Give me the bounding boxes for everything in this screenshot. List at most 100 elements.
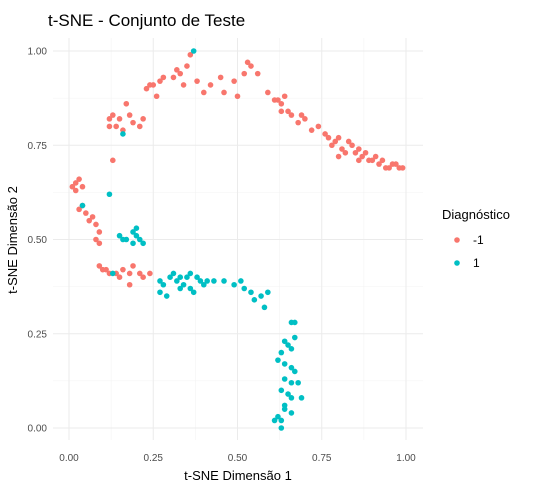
data-point-series-0 — [126, 112, 133, 118]
legend-title: Diagnóstico — [442, 207, 510, 222]
data-points — [69, 48, 406, 431]
x-axis-title: t-SNE Dimensão 1 — [184, 468, 292, 483]
data-point-series-0 — [126, 281, 133, 288]
data-point-series-0 — [120, 266, 126, 273]
data-point-series-0 — [157, 78, 163, 84]
data-point-series-0 — [342, 149, 349, 156]
data-point-series-1 — [288, 346, 295, 352]
y-tick-label: 1.00 — [28, 47, 48, 58]
data-point-series-1 — [110, 270, 116, 277]
data-point-series-1 — [258, 293, 264, 299]
data-point-series-1 — [251, 297, 258, 303]
data-point-series-0 — [234, 93, 241, 100]
data-point-series-0 — [126, 270, 133, 277]
data-point-series-1 — [184, 274, 190, 281]
data-point-series-0 — [79, 183, 86, 190]
data-point-series-0 — [241, 70, 248, 77]
data-point-series-0 — [217, 74, 224, 81]
legend-label-pos1: 1 — [473, 256, 480, 270]
data-point-series-1 — [79, 202, 86, 209]
data-point-series-1 — [261, 304, 268, 311]
data-point-series-0 — [298, 112, 305, 118]
data-point-series-1 — [288, 379, 295, 386]
data-point-series-1 — [291, 368, 298, 375]
y-tick-label: 0.25 — [28, 329, 48, 340]
data-point-series-1 — [157, 289, 163, 296]
data-point-series-0 — [352, 149, 359, 156]
data-point-series-0 — [86, 217, 93, 224]
data-point-series-0 — [399, 165, 406, 171]
data-point-series-0 — [382, 165, 389, 171]
data-point-series-0 — [362, 149, 369, 156]
x-tick-label: 0.25 — [144, 453, 164, 464]
data-point-series-0 — [113, 123, 119, 130]
data-point-series-0 — [345, 138, 352, 145]
data-point-series-1 — [238, 278, 244, 284]
data-point-series-0 — [335, 134, 342, 141]
data-point-series-0 — [106, 123, 113, 130]
y-tick-label: 0.75 — [28, 141, 48, 152]
data-point-series-1 — [201, 281, 207, 288]
data-point-series-1 — [174, 278, 180, 284]
data-point-series-0 — [221, 89, 227, 96]
data-point-series-0 — [295, 119, 301, 126]
data-point-series-0 — [244, 59, 251, 66]
data-point-series-1 — [130, 240, 136, 247]
data-point-series-0 — [93, 221, 99, 228]
data-point-series-1 — [285, 342, 291, 348]
data-point-series-1 — [177, 285, 184, 292]
data-point-series-0 — [96, 263, 103, 269]
data-point-series-0 — [187, 51, 194, 58]
data-point-series-0 — [393, 161, 399, 167]
data-point-series-0 — [93, 236, 99, 243]
data-point-series-0 — [110, 157, 116, 164]
data-point-series-1 — [170, 270, 177, 277]
data-point-series-0 — [130, 263, 136, 269]
data-point-series-0 — [136, 123, 143, 130]
data-point-series-0 — [72, 187, 79, 194]
data-point-series-1 — [140, 240, 146, 247]
data-point-series-1 — [275, 357, 281, 363]
data-point-series-1 — [275, 413, 281, 420]
data-point-series-1 — [177, 274, 184, 281]
data-point-series-0 — [369, 157, 376, 164]
data-point-series-0 — [194, 78, 200, 84]
data-point-series-1 — [288, 364, 295, 371]
data-point-series-0 — [103, 266, 109, 273]
data-point-series-1 — [248, 289, 254, 296]
data-point-series-1 — [130, 229, 136, 235]
y-axis-title: t-SNE Dimensão 2 — [5, 186, 20, 294]
data-point-series-1 — [288, 395, 295, 401]
data-point-series-0 — [184, 63, 190, 69]
data-point-series-0 — [96, 240, 103, 247]
data-point-series-0 — [76, 176, 82, 182]
data-point-series-0 — [332, 138, 339, 145]
data-point-series-1 — [133, 225, 140, 231]
data-point-series-1 — [278, 417, 285, 424]
data-point-series-1 — [291, 334, 298, 341]
data-point-series-0 — [281, 93, 288, 100]
data-point-series-1 — [281, 361, 288, 367]
data-point-series-0 — [76, 206, 82, 213]
legend-key-neg1 — [454, 237, 460, 243]
x-tick-label: 0.00 — [59, 453, 79, 464]
data-point-series-1 — [298, 395, 305, 401]
data-point-series-1 — [295, 379, 301, 386]
data-point-series-0 — [329, 142, 335, 149]
data-point-series-0 — [376, 161, 382, 167]
data-point-series-1 — [281, 406, 288, 412]
data-point-series-1 — [265, 289, 271, 296]
data-point-series-0 — [170, 74, 177, 81]
data-point-series-0 — [335, 153, 342, 160]
data-point-series-0 — [254, 70, 261, 77]
data-point-series-0 — [265, 89, 271, 96]
data-point-series-0 — [308, 127, 315, 133]
data-point-series-1 — [281, 338, 288, 345]
data-point-series-1 — [281, 376, 288, 382]
data-point-series-0 — [248, 63, 254, 69]
data-point-series-1 — [190, 48, 197, 54]
chart-title: t-SNE - Conjunto de Teste — [48, 11, 245, 30]
data-point-series-0 — [285, 108, 291, 115]
data-point-series-1 — [221, 278, 227, 284]
